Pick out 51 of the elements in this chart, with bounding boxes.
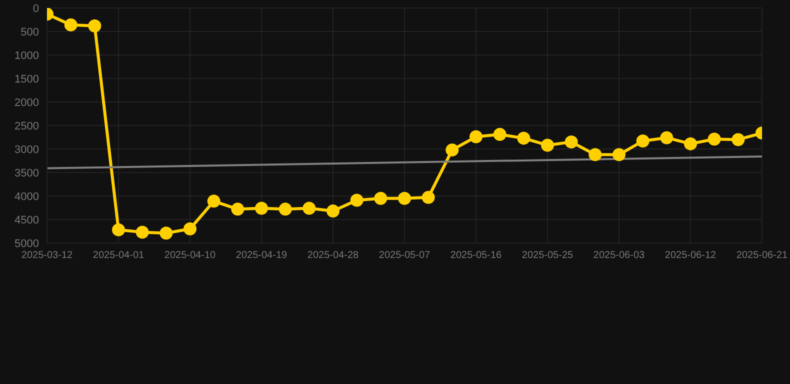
point xyxy=(231,202,244,216)
x-tick-label: 2025-06-21 xyxy=(736,250,788,262)
x-tick-label: 2025-04-19 xyxy=(236,250,288,262)
point xyxy=(660,131,674,144)
point xyxy=(326,204,340,218)
y-tick-label: 2000 xyxy=(14,96,39,109)
point xyxy=(708,132,721,146)
point xyxy=(470,130,482,144)
y-tick-label: 4000 xyxy=(14,190,39,203)
point xyxy=(517,132,530,145)
point xyxy=(374,192,388,205)
y-tick-label: 0 xyxy=(32,2,39,15)
point xyxy=(136,226,149,239)
x-tick-label: 2025-06-12 xyxy=(664,250,717,262)
point xyxy=(184,222,196,236)
y-tick-label: 3500 xyxy=(14,167,39,180)
point xyxy=(64,18,78,32)
point xyxy=(446,143,459,156)
x-tick-label: 2025-03-12 xyxy=(21,250,74,262)
point xyxy=(541,138,554,152)
y-tick-label: 3000 xyxy=(14,144,39,156)
point xyxy=(732,133,745,146)
point xyxy=(207,194,220,208)
point xyxy=(302,202,316,215)
point xyxy=(398,192,411,205)
y-tick-label: 1000 xyxy=(14,50,39,62)
point xyxy=(493,128,506,141)
x-tick-label: 2025-05-25 xyxy=(522,250,574,262)
point xyxy=(422,190,435,204)
y-tick-label: 5000 xyxy=(14,238,39,250)
y-tick-label: 2500 xyxy=(14,120,39,132)
point xyxy=(88,19,102,32)
x-tick-label: 2025-04-01 xyxy=(92,250,145,262)
y-tick-label: 1500 xyxy=(14,73,39,86)
y-tick-label: 4500 xyxy=(14,214,39,226)
point xyxy=(564,135,578,148)
point xyxy=(255,202,268,215)
point xyxy=(160,226,173,240)
x-tick-label: 2025-06-03 xyxy=(593,250,646,262)
y-tick-label: 500 xyxy=(20,26,39,38)
x-tick-label: 2025-05-07 xyxy=(378,250,431,262)
point xyxy=(350,194,364,207)
point xyxy=(588,148,602,162)
point xyxy=(684,137,697,150)
x-tick-label: 2025-04-10 xyxy=(164,250,216,262)
point xyxy=(636,134,650,148)
x-tick-label: 2025-05-16 xyxy=(450,250,502,262)
point xyxy=(612,148,626,162)
point xyxy=(112,223,125,236)
x-tick-label: 2025-04-28 xyxy=(307,250,360,262)
point xyxy=(278,202,292,216)
